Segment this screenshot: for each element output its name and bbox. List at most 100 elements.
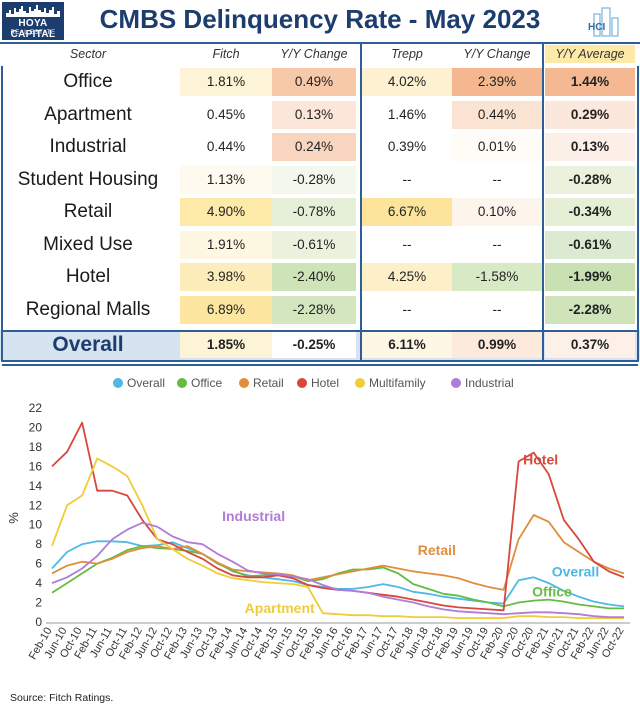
overall-cell-fitch-yy: -0.25% [272,332,356,358]
overall-cell-trepp-yy: 0.99% [452,332,542,358]
cell-fitch-yy: 0.49% [272,68,356,96]
cell-trepp: -- [362,230,452,259]
y-tick-label: 14 [29,479,43,493]
annotation-label: Apartment [245,600,315,616]
annotation-label: Hotel [523,451,558,467]
cell-fitch-yy: -0.78% [272,198,356,226]
logo-line1: HOYA CAPITAL [10,18,56,40]
sector-label: Regional Malls [25,298,151,320]
col-fitch: Fitch [212,47,240,61]
sector-label: Hotel [65,266,111,287]
y-tick-label: 10 [29,518,43,532]
legend-label: Multifamily [369,376,426,390]
col-sector: Sector [69,47,107,61]
overall-cell-avg: 0.37% [545,332,635,358]
cell-trepp-yy: -1.58% [452,263,542,291]
cell-fitch: 1.81% [180,68,272,96]
overall-cell-trepp: 6.11% [362,332,452,358]
sector-label: Mixed Use [43,233,133,255]
trepp-frame [360,42,544,362]
cell-fitch: 4.90% [180,198,272,226]
table-row: Industrial 0.44% 0.24% 0.39% 0.01% 0.13% [0,131,640,164]
y-tick-label: 18 [29,440,43,454]
legend-marker [297,378,307,388]
cell-fitch: 1.13% [180,165,272,194]
page-title: CMBS Delinquency Rate - May 2023 [99,4,541,34]
cell-trepp-yy: -- [452,230,542,259]
table-row: Office 1.81% 0.49% 4.02% 2.39% 1.44% [0,66,640,99]
legend-marker [177,378,187,388]
hci-logo-text: HCI [588,22,605,33]
y-tick-label: 2 [35,596,42,610]
cell-avg: 0.13% [545,133,635,161]
table-row: Hotel 3.98% -2.40% 4.25% -1.58% -1.99% [0,261,640,294]
hoya-capital-logo: HOYA CAPITAL REAL ESTATE [2,2,64,40]
legend-label: Hotel [311,376,339,390]
cell-fitch-yy: -0.28% [272,165,356,194]
table-row: Regional Malls 6.89% -2.28% -- -- -2.28% [0,294,640,327]
col-fitch-yy: Y/Y Change [280,47,348,61]
sector-label: Industrial [49,136,127,157]
cell-avg: -1.99% [545,263,635,291]
legend-label: Office [191,376,222,390]
cell-fitch: 1.91% [180,230,272,259]
cell-trepp: -- [362,165,452,194]
y-tick-label: 20 [29,420,43,434]
series-line-industrial [51,521,624,619]
cell-trepp-yy: -- [452,165,542,194]
cell-fitch: 3.98% [180,263,272,291]
annotation-label: Retail [418,542,456,558]
sector-label: Retail [63,201,113,222]
y-tick-label: 6 [35,557,42,571]
cell-avg: -0.34% [545,198,635,226]
cell-trepp-yy: 0.10% [452,198,542,226]
overall-frame [1,330,639,362]
cell-trepp: 4.25% [362,263,452,291]
legend-label: Retail [253,376,284,390]
series-line-retail [51,514,625,591]
cell-avg: 0.29% [545,100,635,129]
cell-trepp: -- [362,295,452,324]
col-yy-average: Y/Y Average [545,45,635,63]
overall-label: Overall [52,333,124,356]
annotation-label: Office [532,584,572,600]
delinquency-chart: Overall Office Retail Hotel Multifamily Indus… [2,364,638,712]
table-row: Mixed Use 1.91% -0.61% -- -- -0.61% [0,229,640,262]
cell-trepp-yy: -- [452,295,542,324]
table-row: Retail 4.90% -0.78% 6.67% 0.10% -0.34% [0,196,640,229]
legend-marker [355,378,365,388]
table-row: Student Housing 1.13% -0.28% -- -- -0.28% [0,164,640,197]
cell-trepp-yy: 0.01% [452,133,542,161]
cell-trepp: 4.02% [362,68,452,96]
cell-trepp: 0.39% [362,133,452,161]
cell-avg: -0.61% [545,230,635,259]
logo-line2: REAL ESTATE [10,30,56,36]
sector-label: Office [63,71,113,92]
y-tick-label: 4 [35,576,42,590]
overall-row: Overall 1.85% -0.25% 6.11% 0.99% 0.37% [0,330,640,360]
source-note: Source: Fitch Ratings. [10,692,114,704]
annotation-label: Industrial [222,508,285,524]
series-line-multifamily [51,457,624,620]
col-trepp-yy: Y/Y Change [463,47,531,61]
y-tick-label: 22 [29,401,43,415]
legend-marker [451,378,461,388]
legend-marker [239,378,249,388]
table-header: Sector Fitch Y/Y Change Trepp Y/Y Change… [0,42,640,66]
y-tick-label: 16 [29,459,43,473]
line-chart: Overall Office Retail Hotel Multifamily Indus… [6,376,630,662]
cell-trepp-yy: 2.39% [452,68,542,96]
cell-trepp: 6.67% [362,198,452,226]
cell-avg: 1.44% [545,68,635,96]
y-axis-label: % [6,512,21,524]
cell-fitch: 0.45% [180,100,272,129]
cell-fitch-yy: 0.13% [272,100,356,129]
legend-label: Industrial [465,376,514,390]
skyline-icon [6,5,60,17]
y-tick-label: 8 [35,537,42,551]
cell-fitch-yy: -2.28% [272,295,356,324]
y-tick-label: 0 [35,615,42,629]
sector-label: Student Housing [17,168,159,190]
table-row: Apartment 0.45% 0.13% 1.46% 0.44% 0.29% [0,99,640,132]
annotation-label: Overall [552,563,599,579]
